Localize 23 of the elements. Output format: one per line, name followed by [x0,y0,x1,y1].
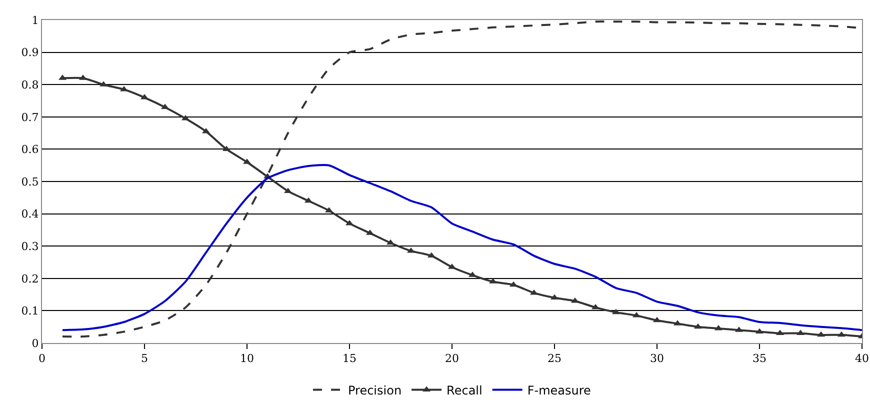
y-tick-label: 0.3 [21,240,39,253]
x-tick-label: 35 [752,352,766,366]
x-tick-label: 10 [240,352,254,366]
legend-label: Precision [348,383,402,398]
y-tick-label: 0.1 [21,304,39,318]
y-tick-label: 0.9 [21,46,39,60]
x-tick-label: 30 [650,352,664,366]
y-tick-label: 0.7 [21,110,39,124]
y-tick-label: 0.4 [21,208,39,221]
y-tick-label: 0.8 [21,78,39,92]
legend-label: Recall [446,383,482,398]
legend-label: F-measure [527,383,591,398]
x-tick-label: 40 [855,352,869,366]
y-tick-label: 0.6 [21,143,39,156]
y-tick-label: 1 [32,14,39,27]
x-tick-label: 15 [342,352,356,366]
line-series [62,164,862,332]
x-tick-label: 20 [445,352,459,366]
y-tick-label: 0.2 [21,272,39,286]
x-tick-label: 5 [141,352,148,366]
x-tick-label: 25 [548,352,562,366]
y-tick-label: 0.5 [21,175,39,188]
y-tick-label: 0 [32,336,39,350]
